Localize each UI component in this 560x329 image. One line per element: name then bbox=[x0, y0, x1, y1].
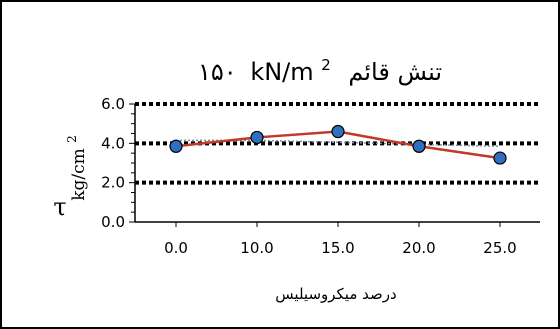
plot-area: 0.0 2.0 4.0 6.0 0.0 10.0 15.0 20.0 25.0 bbox=[101, 95, 540, 257]
data-point-4 bbox=[493, 151, 507, 165]
x-tick-label-1: 10.0 bbox=[240, 239, 273, 257]
title-number: ۱۵۰ bbox=[198, 58, 237, 86]
title-unit: kN/m bbox=[250, 58, 313, 86]
x-tick-label-2: 15.0 bbox=[321, 239, 354, 257]
chart-title-value: ۱۵۰ kN/m 2 bbox=[198, 56, 331, 86]
title-unit-sup: 2 bbox=[321, 56, 331, 74]
svg-text:kg/cm 2: kg/cm 2 bbox=[65, 135, 89, 201]
y-tick-label-2: 4.0 bbox=[101, 134, 125, 152]
data-point-2 bbox=[331, 124, 345, 139]
x-tick-label-4: 25.0 bbox=[483, 239, 516, 257]
x-tick-label-0: 0.0 bbox=[164, 239, 188, 257]
x-axis-label: درصد میکروسیلیس bbox=[275, 285, 396, 303]
y-unit: kg/cm bbox=[69, 148, 89, 201]
data-point-1 bbox=[250, 130, 264, 145]
y-unit-sup: 2 bbox=[65, 135, 79, 143]
chart-title: تنش قائم bbox=[348, 58, 442, 86]
data-point-0 bbox=[169, 139, 183, 153]
y-axis-label: kg/cm 2 bbox=[65, 135, 89, 201]
y-tick-label-1: 2.0 bbox=[101, 174, 125, 192]
y-axis-symbol: τ bbox=[53, 193, 66, 221]
data-point-3 bbox=[412, 139, 426, 153]
y-tick-label-3: 6.0 bbox=[101, 95, 125, 113]
x-tick-label-3: 20.0 bbox=[402, 239, 435, 257]
y-tick-label-0: 0.0 bbox=[101, 213, 125, 231]
